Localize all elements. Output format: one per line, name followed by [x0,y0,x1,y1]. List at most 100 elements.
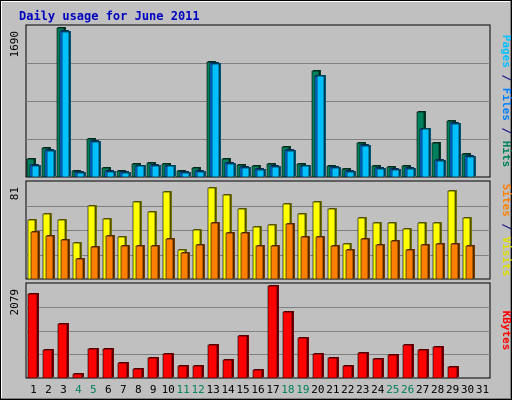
bar-kbytes [267,285,278,379]
legend-part: KBytes [500,311,512,351]
bar-sites [270,245,279,280]
bar-pages [46,150,55,178]
x-tick-label: 13 [206,383,219,396]
legend-part: Hits [500,141,512,168]
bar-kbytes [87,348,98,379]
panel-middle: 81 Sites / Visits [8,180,512,280]
bar-pages [211,63,220,178]
bar-kbytes [192,365,203,379]
bar-pages [451,123,460,178]
bar-kbytes [117,362,128,379]
bar-kbytes [252,369,263,379]
panel-bottom: 2079 KBytes [8,282,512,379]
bar-pages [406,168,415,178]
bar-pages [196,171,205,178]
bar-sites [90,246,99,280]
bar-sites [450,243,459,280]
bar-pages [466,156,475,178]
bar-sites [255,245,264,280]
bar-pages [181,172,190,178]
bar-pages [106,171,115,178]
bar-pages [391,169,400,178]
x-tick-label: 15 [236,383,249,396]
bar-sites [360,238,369,280]
x-tick-label: 17 [266,383,279,396]
legend-part: / [500,68,512,88]
bar-sites [345,249,354,280]
bar-kbytes [237,335,248,379]
x-tick-label: 31 [476,383,489,396]
x-tick-label: 29 [446,383,459,396]
legend-part: Files [500,88,512,121]
x-tick-label: 6 [105,383,112,396]
bar-kbytes [72,373,83,379]
legend-part: / [500,121,512,141]
bar-sites [315,236,324,280]
x-tick-label: 14 [221,383,235,396]
bar-sites [135,245,144,280]
x-tick-label: 25 [386,383,399,396]
bar-kbytes [207,344,218,379]
bar-pages [331,167,340,178]
legend-part: Pages [500,35,512,68]
panel-top-legend: Pages / Files / Hits [500,35,512,168]
x-tick-label: 11 [177,383,190,396]
x-tick-label: 26 [401,383,414,396]
x-tick-label: 7 [120,383,127,396]
chart-title: Daily usage for June 2011 [19,9,200,23]
bar-sites [210,222,219,280]
bar-pages [31,165,40,178]
legend-part: / [500,217,512,237]
bar-kbytes [147,357,158,379]
bar-kbytes [357,352,368,379]
bar-sites [435,243,444,280]
bar-pages [151,165,160,178]
bar-kbytes [342,365,353,379]
x-tick-label: 5 [90,383,97,396]
legend-part: Sites [500,184,512,217]
x-tick-label: 10 [162,383,175,396]
bar-sites [375,244,384,280]
bar-sites [420,244,429,280]
bar-sites [180,252,189,280]
bar-pages [226,163,235,178]
bar-kbytes [132,368,143,379]
bar-kbytes [447,366,458,379]
bar-sites [30,231,39,280]
bar-sites [45,235,54,280]
x-tick-label: 19 [296,383,309,396]
bar-pages [316,75,325,178]
bar-sites [195,244,204,280]
bar-kbytes [327,357,338,379]
bar-pages [256,169,265,178]
bar-sites [150,245,159,280]
bar-kbytes [102,348,113,379]
bar-sites [285,223,294,280]
bar-sites [75,258,84,280]
x-tick-label: 18 [281,383,294,396]
series-kbytes [27,285,459,379]
x-tick-label: 21 [326,383,339,396]
panel-bottom-ymax-label: 2079 [8,289,21,316]
x-tick-label: 8 [135,383,142,396]
x-tick-label: 9 [150,383,157,396]
x-tick-label: 22 [341,383,354,396]
bar-pages [61,31,70,178]
x-tick-label: 28 [431,383,444,396]
x-tick-label: 23 [356,383,369,396]
series-pages [31,31,476,178]
bar-kbytes [282,311,293,379]
panel-bottom-legend: KBytes [500,311,512,351]
bar-pages [421,128,430,178]
bar-sites [120,245,129,280]
series-sites [30,222,475,280]
bar-pages [346,171,355,178]
bar-sites [405,249,414,280]
bar-kbytes [222,359,233,379]
x-tick-label: 16 [251,383,264,396]
bar-kbytes [402,344,413,379]
panel-middle-legend: Sites / Visits [500,184,512,277]
bar-pages [76,172,85,178]
